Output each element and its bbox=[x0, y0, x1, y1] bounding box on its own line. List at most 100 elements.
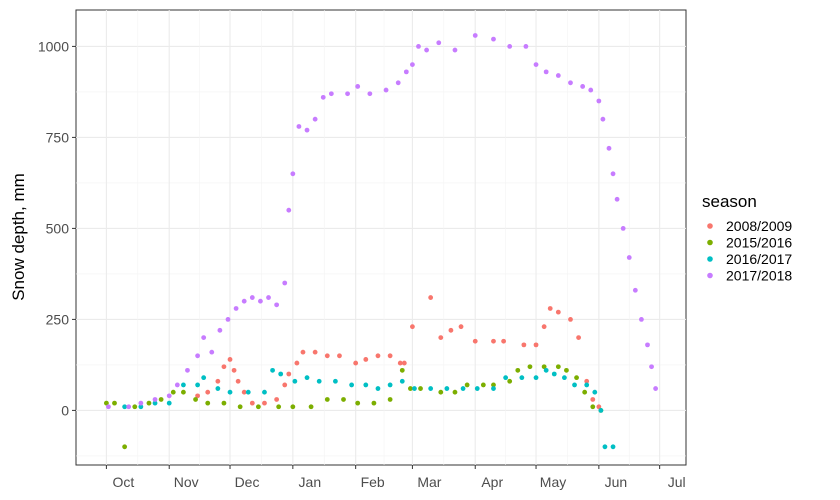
data-point bbox=[312, 349, 318, 355]
data-point bbox=[166, 393, 172, 399]
data-point bbox=[580, 84, 586, 89]
data-point bbox=[201, 375, 207, 381]
data-point bbox=[233, 306, 239, 311]
data-point bbox=[294, 360, 300, 366]
data-point bbox=[632, 287, 638, 293]
data-point bbox=[590, 404, 596, 410]
legend-key bbox=[707, 223, 713, 229]
data-point bbox=[278, 371, 284, 377]
data-point bbox=[276, 404, 282, 410]
data-point bbox=[308, 404, 314, 410]
data-point bbox=[503, 375, 509, 381]
data-point bbox=[221, 364, 227, 370]
data-point bbox=[533, 375, 539, 381]
data-point bbox=[355, 84, 361, 89]
data-point bbox=[215, 378, 221, 384]
data-point bbox=[209, 349, 215, 355]
data-point bbox=[324, 353, 330, 359]
data-point bbox=[227, 357, 233, 362]
data-point bbox=[653, 386, 659, 391]
data-point bbox=[274, 397, 280, 402]
data-point bbox=[290, 404, 296, 410]
data-point bbox=[349, 382, 355, 388]
series-points bbox=[122, 367, 616, 450]
data-point bbox=[316, 378, 322, 384]
data-point bbox=[412, 386, 417, 391]
data-point bbox=[464, 382, 470, 388]
series-points bbox=[195, 295, 602, 410]
data-point bbox=[523, 44, 529, 49]
data-point bbox=[337, 353, 342, 359]
data-point bbox=[533, 62, 539, 67]
data-point bbox=[606, 145, 612, 151]
data-point bbox=[112, 400, 117, 406]
data-point bbox=[217, 327, 223, 333]
data-point bbox=[181, 382, 186, 388]
data-point bbox=[472, 33, 478, 38]
data-point bbox=[185, 367, 190, 373]
data-point bbox=[458, 324, 464, 330]
x-axis: Oct Nov Dec Jan Feb Mar Apr May Jun Jul bbox=[105, 465, 686, 490]
data-point bbox=[363, 382, 369, 388]
data-point bbox=[584, 378, 590, 384]
series-points bbox=[106, 33, 659, 410]
legend-label: 2008/2009 bbox=[726, 218, 792, 234]
data-point bbox=[387, 382, 393, 388]
data-point bbox=[452, 389, 458, 395]
data-point bbox=[353, 360, 359, 366]
data-point bbox=[221, 400, 227, 406]
data-point bbox=[410, 324, 415, 330]
data-point bbox=[555, 73, 561, 78]
data-point bbox=[205, 400, 211, 406]
data-point bbox=[395, 80, 401, 86]
data-point bbox=[645, 342, 650, 348]
data-point bbox=[193, 397, 198, 402]
data-point bbox=[225, 317, 231, 322]
data-point bbox=[286, 371, 292, 377]
data-point bbox=[428, 295, 434, 300]
data-point bbox=[472, 338, 478, 344]
y-tick-label: 250 bbox=[46, 311, 70, 327]
data-point bbox=[324, 397, 330, 402]
data-point bbox=[249, 400, 255, 406]
data-point bbox=[304, 375, 310, 381]
data-point bbox=[452, 47, 458, 53]
data-point bbox=[438, 335, 444, 340]
data-point bbox=[501, 338, 507, 344]
data-point bbox=[375, 353, 381, 359]
data-point bbox=[290, 171, 296, 177]
data-point bbox=[341, 397, 346, 402]
data-point bbox=[460, 386, 466, 391]
data-point bbox=[491, 338, 496, 344]
data-point bbox=[610, 171, 616, 177]
x-tick-label: Mar bbox=[417, 474, 441, 490]
data-point bbox=[387, 353, 393, 359]
y-tick-label: 1000 bbox=[38, 38, 69, 54]
data-point bbox=[270, 367, 275, 373]
data-point bbox=[126, 404, 132, 410]
data-point bbox=[296, 124, 302, 129]
grid-lines bbox=[76, 10, 686, 465]
data-point bbox=[383, 87, 389, 93]
data-point bbox=[555, 309, 561, 315]
data-point bbox=[401, 360, 407, 366]
data-point bbox=[237, 404, 243, 410]
data-point bbox=[416, 44, 421, 49]
x-tick-label: Jan bbox=[299, 474, 322, 490]
data-point bbox=[152, 400, 158, 406]
data-point bbox=[602, 444, 608, 450]
data-point bbox=[166, 400, 172, 406]
data-point bbox=[304, 127, 310, 133]
data-point bbox=[424, 47, 429, 53]
data-point bbox=[195, 382, 200, 388]
data-point bbox=[564, 367, 569, 373]
data-point bbox=[367, 91, 373, 97]
x-tick-label: Apr bbox=[481, 474, 503, 490]
legend-label: 2016/2017 bbox=[726, 251, 792, 267]
data-point bbox=[132, 404, 138, 410]
data-point bbox=[255, 404, 261, 410]
data-point bbox=[582, 389, 588, 395]
x-tick-label: Nov bbox=[174, 474, 199, 490]
data-point bbox=[448, 327, 454, 333]
